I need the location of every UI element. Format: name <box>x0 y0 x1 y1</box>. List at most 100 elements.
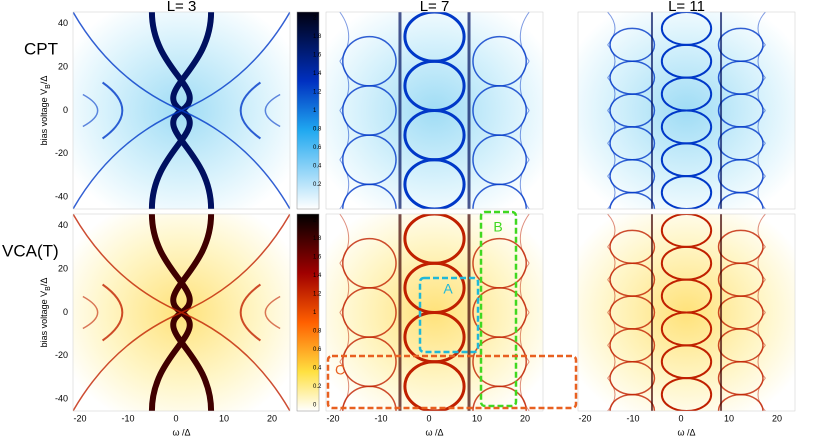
panel-frame <box>72 213 291 412</box>
band <box>519 12 530 62</box>
heatmap <box>578 12 795 209</box>
x-tick-label: 20 <box>772 413 782 423</box>
x-tick-label: 10 <box>219 413 229 423</box>
band <box>757 12 766 46</box>
band <box>181 12 290 112</box>
band <box>607 77 616 111</box>
heatmap-panel <box>325 213 544 412</box>
x-tick-label: -20 <box>326 413 339 423</box>
side-lens <box>472 183 527 209</box>
x-tick-label: 0 <box>426 413 431 423</box>
x-tick-label: -10 <box>121 413 134 423</box>
band <box>73 109 182 209</box>
band <box>102 81 124 140</box>
band <box>757 246 766 281</box>
panel-frame <box>325 11 544 210</box>
y-tick-label: 40 <box>58 220 68 230</box>
lens <box>403 158 466 209</box>
colorbar <box>296 11 320 210</box>
annotation-label: A <box>443 281 453 297</box>
side-lens <box>717 393 764 411</box>
band <box>519 214 530 264</box>
y-axis-label-part: B <box>45 84 52 89</box>
panels <box>72 11 796 412</box>
y-axis-label: bias voltage VB/Δ <box>39 76 52 146</box>
band <box>519 159 530 209</box>
colorbar-tick-label: 1.8 <box>313 236 322 242</box>
lens <box>403 360 466 411</box>
colorbar-tick-label: 1.4 <box>313 273 322 279</box>
colorbar-tick-label: 0.2 <box>313 182 322 188</box>
heatmap <box>73 12 290 209</box>
x-tick-label: -20 <box>578 413 591 423</box>
y-tick-label: -40 <box>55 192 68 202</box>
y-tick-label: -20 <box>55 350 68 360</box>
band <box>339 60 350 111</box>
colorbar-tick-label: 0.4 <box>313 366 322 372</box>
x-tick-label: 10 <box>724 413 734 423</box>
band <box>607 175 616 209</box>
y-tick-label: -20 <box>55 148 68 158</box>
band <box>82 295 99 330</box>
colorbar-tick-label: 1.2 <box>313 292 322 298</box>
colorbar-tick-label: 0 <box>313 403 317 409</box>
annotation-box <box>326 354 578 410</box>
colorbar-tick-label: 0.6 <box>313 145 322 151</box>
side-lens <box>472 385 527 411</box>
colorbar-tick-label: 0.8 <box>313 329 322 335</box>
side-lens <box>342 385 397 411</box>
band <box>757 214 766 248</box>
colorbar-tick-label: 0.6 <box>313 347 322 353</box>
band <box>181 109 290 209</box>
x-axis-label: ω /Δ <box>677 427 695 437</box>
x-axis-label: ω /Δ <box>425 427 443 437</box>
side-lens <box>342 183 397 209</box>
band <box>339 12 350 62</box>
colorbar-tick-label: 0.2 <box>313 384 322 390</box>
row-label: VCA(T) <box>2 241 59 260</box>
heatmap-panel <box>72 11 291 210</box>
y-tick-label: 20 <box>58 264 68 274</box>
band <box>239 283 261 342</box>
band <box>607 12 616 46</box>
panel-frame <box>325 213 544 412</box>
heatmap <box>326 12 543 209</box>
band <box>607 246 616 281</box>
band <box>339 110 350 161</box>
x-tick-label: -20 <box>73 413 86 423</box>
y-axis-label: bias voltage VB/Δ <box>39 278 52 348</box>
colorbar-tick-label: 1.8 <box>313 34 322 40</box>
band <box>607 110 616 144</box>
band <box>181 311 290 411</box>
x-axis-label: ω /Δ <box>172 427 190 437</box>
colorbar-tick-label: 2 <box>313 16 317 22</box>
panel-frame <box>72 11 291 210</box>
heatmap <box>326 214 543 411</box>
band <box>239 81 261 140</box>
lens <box>660 377 713 411</box>
band <box>181 214 290 314</box>
band <box>757 110 766 144</box>
band <box>519 110 530 161</box>
heatmap <box>73 214 290 411</box>
band <box>82 93 99 128</box>
annotation-label: C <box>335 362 345 378</box>
band <box>339 159 350 209</box>
band <box>757 377 766 411</box>
band <box>607 214 616 248</box>
y-axis-label-part: B <box>45 286 52 291</box>
x-tick-label: 20 <box>267 413 277 423</box>
band <box>264 93 281 128</box>
band <box>519 60 530 111</box>
x-tick-label: 20 <box>520 413 530 423</box>
band <box>607 377 616 411</box>
band <box>607 312 616 346</box>
colorbar-tick-label: 2 <box>313 218 317 224</box>
y-axis-label-part: /Δ <box>39 278 49 287</box>
band <box>519 361 530 411</box>
band <box>339 214 350 264</box>
colorbar-tick-label: 1.6 <box>313 255 322 261</box>
band <box>757 77 766 111</box>
band <box>339 262 350 313</box>
